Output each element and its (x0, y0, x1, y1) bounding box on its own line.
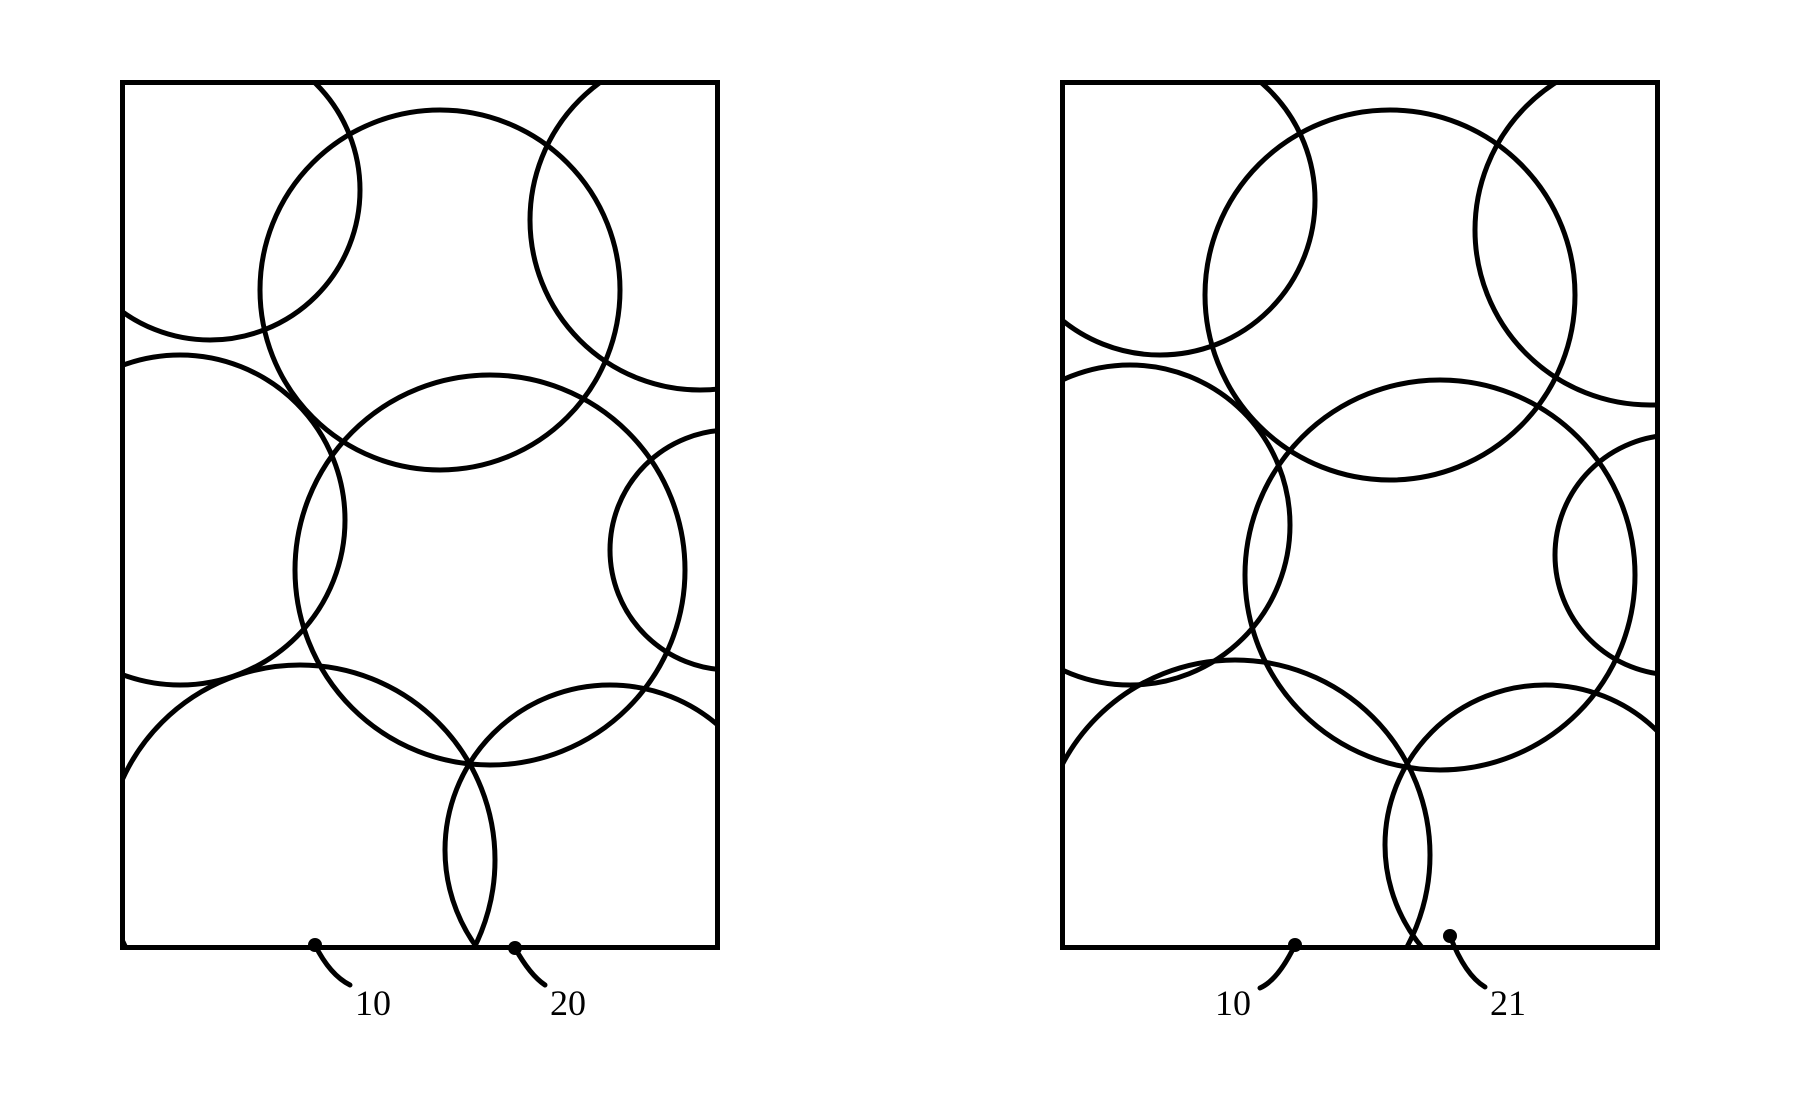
left-circle-5 (610, 430, 720, 670)
left-circle-0 (120, 80, 360, 340)
right-leader-dot-1 (1443, 929, 1457, 943)
right-leader-line-1 (1450, 936, 1485, 987)
right-circle-4 (1245, 380, 1635, 770)
left-svg: 10 20 (120, 80, 720, 1030)
left-circle-1 (260, 110, 620, 470)
right-bounding-rect (1063, 83, 1658, 948)
right-panel: 10 21 (1060, 80, 1660, 1030)
left-circle-3 (120, 355, 345, 685)
left-circle-7 (445, 685, 720, 1015)
right-circles-group (1060, 80, 1660, 1030)
right-leader-label-0: 10 (1215, 983, 1251, 1023)
left-circles-group (120, 80, 720, 1030)
right-leader-dot-0 (1288, 938, 1302, 952)
right-circle-6 (1060, 660, 1430, 1030)
right-circle-0 (1060, 80, 1315, 355)
right-leader-line-0 (1260, 945, 1295, 988)
left-leader-label-0: 10 (355, 983, 391, 1023)
left-leader-dot-1 (508, 941, 522, 955)
left-leader-dot-0 (308, 938, 322, 952)
left-circle-4 (295, 375, 685, 765)
right-circle-1 (1205, 110, 1575, 480)
left-bounding-rect (123, 83, 718, 948)
left-circle-6 (120, 665, 495, 1030)
right-svg: 10 21 (1060, 80, 1660, 1030)
right-leader-label-1: 21 (1490, 983, 1526, 1023)
right-circle-7 (1385, 685, 1660, 1005)
left-leader-label-1: 20 (550, 983, 586, 1023)
left-circle-2 (530, 80, 720, 390)
left-leader-line-0 (315, 945, 350, 985)
left-leader-line-1 (515, 948, 545, 985)
left-panel: 10 20 (120, 80, 720, 1030)
